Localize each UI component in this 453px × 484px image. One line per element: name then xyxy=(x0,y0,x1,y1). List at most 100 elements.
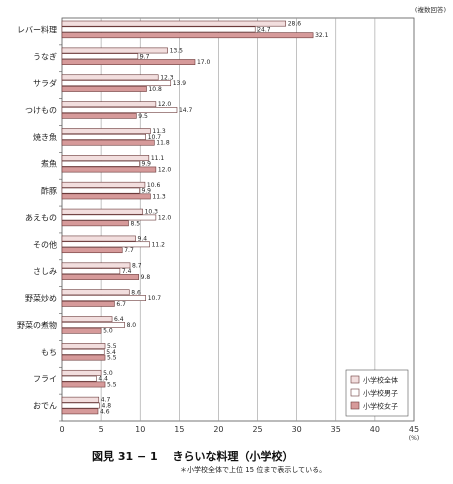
bar-value-label: 5.5 xyxy=(107,343,117,350)
bar-value-label: 14.7 xyxy=(179,107,193,114)
bar-value-label: 10.7 xyxy=(148,295,162,302)
x-tick-label: 40 xyxy=(370,425,380,434)
bar-value-label: 13.9 xyxy=(173,80,187,87)
legend-swatch xyxy=(350,401,360,410)
bar-value-label: 4.8 xyxy=(102,403,112,410)
multiple-answer-note: (複数回答) xyxy=(415,5,446,14)
bar xyxy=(61,300,115,307)
bar xyxy=(61,128,151,134)
bar-value-label: 28.6 xyxy=(288,21,302,28)
bar-value-label: 11.8 xyxy=(156,140,170,147)
legend-swatch xyxy=(350,388,360,397)
legend-swatch xyxy=(350,375,360,384)
category-label: 酢豚 xyxy=(41,186,57,196)
bar-value-label: 9.7 xyxy=(140,53,150,60)
bar xyxy=(61,26,256,33)
bar-value-label: 5.5 xyxy=(107,355,117,362)
bar-value-label: 32.1 xyxy=(315,32,329,39)
bar-value-label: 11.2 xyxy=(152,241,166,248)
bar-value-label: 11.3 xyxy=(152,193,166,200)
bar-value-label: 6.7 xyxy=(116,301,126,308)
bar-value-label: 11.3 xyxy=(152,128,166,135)
figure-caption-note: ＊小学校全体で上位 15 位まで表示している。 xyxy=(180,466,327,474)
bar xyxy=(61,327,102,334)
category-label: サラダ xyxy=(33,78,57,88)
bar xyxy=(61,32,314,39)
bar-value-label: 4.7 xyxy=(101,397,111,404)
bar-value-label: 12.0 xyxy=(158,101,172,108)
category-label: レバー料理 xyxy=(17,24,57,34)
bar xyxy=(61,295,146,301)
bar xyxy=(61,214,157,221)
bar-value-label: 8.7 xyxy=(132,262,142,269)
category-label: つけもの xyxy=(25,106,57,115)
x-tick-label: 15 xyxy=(174,425,184,434)
category-label: 煮魚 xyxy=(41,159,57,169)
bar-value-label: 10.3 xyxy=(145,209,159,216)
bar xyxy=(61,187,140,194)
bar xyxy=(61,375,97,382)
bar-value-label: 6.4 xyxy=(114,316,124,323)
category-label: もち xyxy=(41,348,57,357)
category-label: さしみ xyxy=(33,267,57,276)
bar xyxy=(61,20,287,27)
bar-value-label: 5.0 xyxy=(103,328,113,335)
bar xyxy=(61,193,151,200)
bar xyxy=(61,47,168,54)
bar xyxy=(61,262,131,269)
bar xyxy=(61,80,172,87)
bar-value-label: 4.4 xyxy=(98,376,108,383)
bar xyxy=(61,155,150,161)
bar xyxy=(61,59,196,65)
category-label: 野菜炒め xyxy=(25,293,57,303)
bar xyxy=(61,208,143,215)
bar-value-label: 11.1 xyxy=(151,155,165,162)
bar-value-label: 5.5 xyxy=(107,381,117,388)
bar-value-label: 8.6 xyxy=(131,289,141,296)
bar xyxy=(61,181,146,188)
x-tick-label: 35 xyxy=(331,425,341,434)
bar-value-label: 8.5 xyxy=(130,220,140,227)
bar-value-label: 9.5 xyxy=(138,113,148,120)
category-label: フライ xyxy=(33,375,57,384)
bar xyxy=(61,268,121,275)
bar xyxy=(61,408,99,415)
bar xyxy=(61,354,106,361)
x-unit-label: (%) xyxy=(409,435,419,442)
bar-value-label: 7.4 xyxy=(122,268,132,275)
bar xyxy=(61,220,129,227)
bar xyxy=(61,348,105,355)
bar-value-label: 8.0 xyxy=(127,322,137,329)
bar-value-label: 12.0 xyxy=(158,214,172,221)
x-tick-label: 10 xyxy=(135,425,145,434)
bar xyxy=(61,369,102,376)
x-tick-label: 25 xyxy=(252,425,262,434)
x-tick-label: 0 xyxy=(59,425,64,434)
bar-value-label: 7.7 xyxy=(124,247,134,254)
bar-value-label: 13.5 xyxy=(170,47,184,54)
x-tick-label: 45 xyxy=(409,425,419,434)
bar-value-label: 5.0 xyxy=(103,370,113,377)
bar xyxy=(61,107,178,113)
category-label: 野菜の煮物 xyxy=(17,320,57,330)
legend-label: 小学校女子 xyxy=(363,402,398,411)
figure-caption-title: 図見 31 − 1 きらいな料理（小学校） xyxy=(92,450,294,463)
bar xyxy=(61,74,159,81)
bar-value-label: 10.7 xyxy=(148,134,162,141)
bar-value-label: 9.9 xyxy=(141,188,151,195)
bar xyxy=(61,139,155,146)
bar-value-label: 10.6 xyxy=(147,182,161,189)
bar xyxy=(61,343,106,349)
bar-value-label: 12.0 xyxy=(158,167,172,174)
bar xyxy=(61,402,100,409)
bar xyxy=(61,241,150,248)
bar xyxy=(61,316,113,323)
bar xyxy=(61,53,139,60)
x-tick-label: 20 xyxy=(213,425,223,434)
bar xyxy=(61,101,157,108)
bar-value-label: 4.6 xyxy=(100,408,110,415)
bar-value-label: 12.3 xyxy=(160,74,174,81)
bar xyxy=(61,166,157,173)
